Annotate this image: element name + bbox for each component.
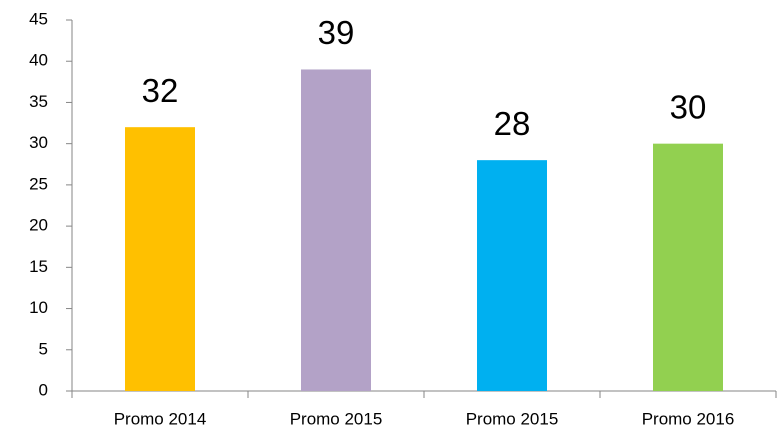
y-tick-label: 0: [39, 380, 48, 399]
y-tick-label: 35: [29, 92, 48, 111]
y-tick-label: 25: [29, 174, 48, 193]
x-tick-label: Promo 2014: [114, 409, 207, 428]
y-tick-label: 30: [29, 133, 48, 152]
data-label: 28: [494, 105, 531, 142]
bar: [301, 69, 371, 391]
bar: [653, 143, 723, 391]
y-tick-label: 45: [29, 9, 48, 28]
x-tick-label: Promo 2015: [466, 409, 559, 428]
data-label: 32: [142, 72, 179, 109]
data-label: 30: [670, 88, 707, 125]
y-tick-label: 5: [39, 339, 48, 358]
y-tick-label: 40: [29, 51, 48, 70]
y-tick-label: 20: [29, 216, 48, 235]
x-tick-label: Promo 2015: [290, 409, 383, 428]
data-label: 39: [318, 14, 355, 51]
y-tick-label: 10: [29, 298, 48, 317]
y-tick-label: 15: [29, 257, 48, 276]
bar: [125, 127, 195, 391]
x-tick-label: Promo 2016: [642, 409, 735, 428]
bar: [477, 160, 547, 391]
